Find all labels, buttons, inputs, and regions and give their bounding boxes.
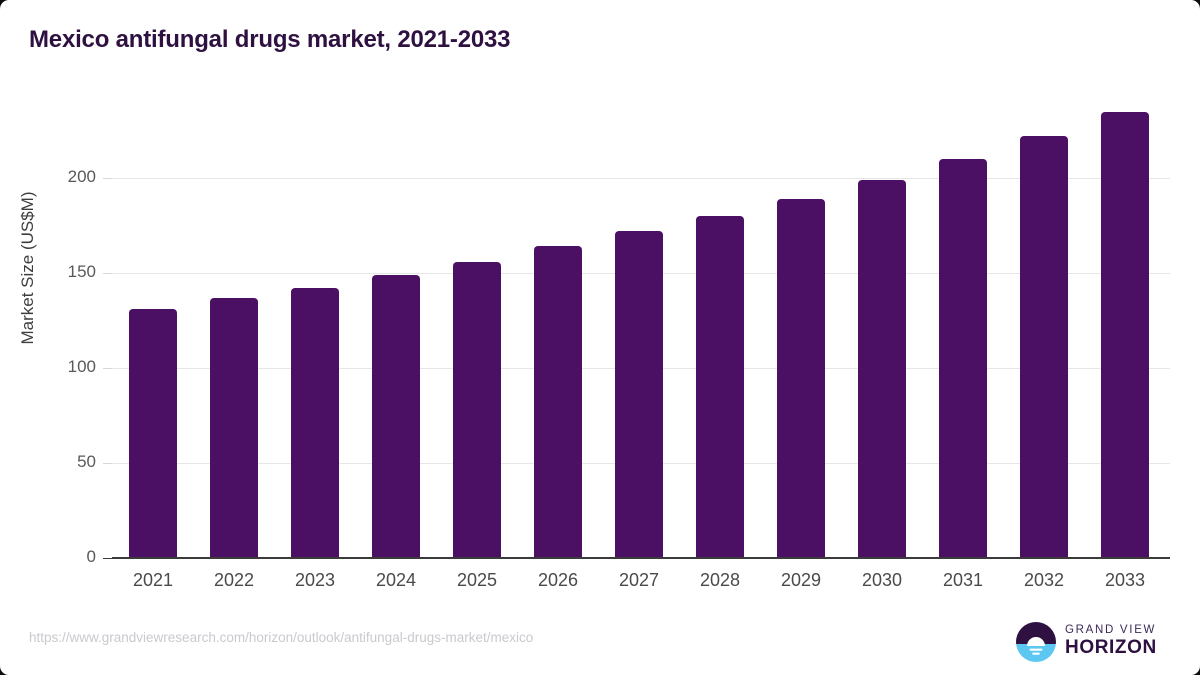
page-title: Mexico antifungal drugs market, 2021-203… [29, 26, 511, 53]
y-tick-mark [103, 178, 112, 179]
grand-view-horizon-logo[interactable]: GRAND VIEW HORIZON [1016, 620, 1164, 664]
y-tick-mark [103, 558, 112, 559]
bar-2032[interactable] [1020, 136, 1068, 558]
y-tick-mark [103, 368, 112, 369]
logo-line-horizon: HORIZON [1065, 637, 1157, 658]
x-tick-label-2024: 2024 [375, 570, 417, 590]
bar-2022[interactable] [210, 297, 258, 558]
bar-2029[interactable] [777, 198, 825, 558]
x-tick-label-2033: 2033 [1104, 570, 1146, 590]
x-tick-label-2021: 2021 [132, 570, 174, 590]
y-axis-title: Market Size (US$M) [18, 191, 37, 345]
bar-2024[interactable] [372, 274, 420, 558]
x-tick-label-2025: 2025 [456, 570, 498, 590]
x-tick-label-2026: 2026 [537, 570, 579, 590]
bar-2026[interactable] [534, 246, 582, 558]
y-tick-mark [103, 463, 112, 464]
x-tick-label-2023: 2023 [294, 570, 336, 590]
plot-area [112, 100, 1170, 558]
source-url[interactable]: https://www.grandviewresearch.com/horizo… [29, 630, 534, 645]
bar-2033[interactable] [1101, 111, 1149, 558]
y-tick-label: 0 [86, 547, 96, 566]
horizon-circle-icon [1016, 622, 1056, 662]
bar-2025[interactable] [453, 261, 501, 558]
y-tick-label: 50 [77, 452, 96, 471]
x-tick-label-2029: 2029 [780, 570, 822, 590]
logo-line-grand-view: GRAND VIEW [1065, 624, 1157, 636]
x-tick-label-2031: 2031 [942, 570, 984, 590]
bar-2031[interactable] [939, 159, 987, 558]
y-tick-label: 150 [67, 262, 96, 281]
bar-2030[interactable] [858, 179, 906, 558]
bar-2023[interactable] [291, 288, 339, 558]
bar-2021[interactable] [129, 309, 177, 558]
gridline-200 [112, 178, 1170, 179]
y-tick-mark [103, 273, 112, 274]
logo-wordmark: GRAND VIEW HORIZON [1065, 624, 1157, 659]
y-tick-label: 100 [67, 357, 96, 376]
x-tick-label-2027: 2027 [618, 570, 660, 590]
x-tick-label-2028: 2028 [699, 570, 741, 590]
x-axis-line [112, 557, 1170, 559]
x-tick-label-2022: 2022 [213, 570, 255, 590]
x-tick-label-2030: 2030 [861, 570, 903, 590]
bar-2028[interactable] [696, 216, 744, 558]
x-tick-label-2032: 2032 [1023, 570, 1065, 590]
y-tick-label: 200 [67, 167, 96, 186]
bar-2027[interactable] [615, 231, 663, 558]
